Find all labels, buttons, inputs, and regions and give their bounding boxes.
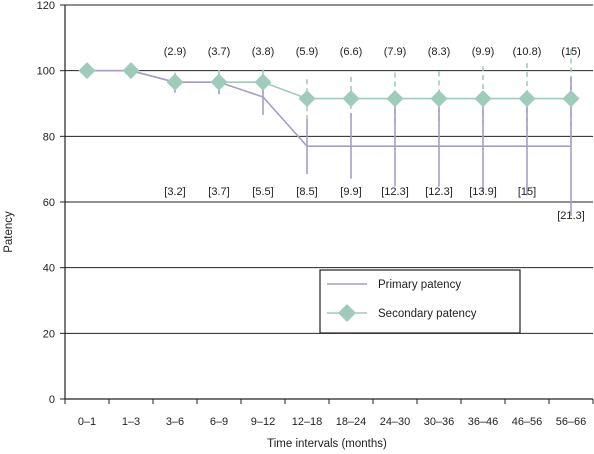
primary-ci-label: [12.3] — [425, 186, 453, 198]
secondary-marker — [386, 90, 404, 108]
x-tick-label: 0–1 — [78, 416, 96, 428]
x-tick-label: 24–30 — [380, 416, 411, 428]
primary-ci-label: [3.2] — [164, 186, 185, 198]
secondary-ci-label: (3.8) — [252, 46, 275, 58]
secondary-marker — [166, 73, 184, 91]
secondary-ci-label: (10.8) — [513, 46, 542, 58]
legend: Primary patency Secondary patency — [319, 269, 521, 334]
x-tick-label: 3–6 — [166, 416, 184, 428]
primary-ci-label: [21.3] — [557, 210, 585, 222]
x-tick-label: 30–36 — [424, 416, 455, 428]
tick-labels: 0 20 40 60 80 100 120 0–1 1–3 3–6 6–9 9–12 12–18 18–2… — [37, 0, 587, 428]
secondary-marker — [474, 90, 492, 108]
secondary-ci-label: (5.9) — [296, 46, 319, 58]
series-lines — [87, 69, 571, 147]
primary-ci-label: [9.9] — [340, 186, 361, 198]
x-tick-label: 18–24 — [336, 416, 367, 428]
x-tick-label: 36–46 — [468, 416, 499, 428]
x-tick-label: 9–12 — [251, 416, 275, 428]
secondary-patency-line — [87, 69, 571, 100]
x-tick-label: 12–18 — [292, 416, 323, 428]
error-bars — [174, 49, 572, 217]
y-tick-label: 60 — [43, 197, 55, 209]
primary-ci-label: [5.5] — [252, 186, 273, 198]
y-tick-label: 80 — [43, 131, 55, 143]
x-axis-title: Time intervals (months) — [267, 438, 387, 450]
secondary-marker — [430, 90, 448, 108]
primary-ci-label: [13.9] — [469, 186, 497, 198]
secondary-marker — [298, 90, 316, 108]
secondary-ci-label: (15) — [561, 46, 581, 58]
y-tick-label: 0 — [49, 394, 55, 406]
y-tick-label: 40 — [43, 263, 55, 275]
secondary-ci-label: (3.7) — [208, 46, 231, 58]
secondary-markers — [78, 62, 580, 108]
ci-annotations: (2.9) (3.7) (3.8) (5.9) (6.6) (7.9) (8.3) (9.9)… — [164, 46, 585, 222]
legend-box — [319, 269, 521, 334]
x-tick-label: 1–3 — [122, 416, 140, 428]
y-tick-label: 100 — [37, 66, 55, 78]
secondary-ci-label: (9.9) — [472, 46, 495, 58]
y-tick-label: 20 — [43, 328, 55, 340]
secondary-marker — [122, 62, 140, 80]
y-tick-label: 120 — [37, 0, 55, 12]
x-tick-label: 56–66 — [556, 416, 587, 428]
legend-primary-label: Primary patency — [378, 279, 461, 291]
secondary-marker — [78, 62, 96, 80]
secondary-ci-label: (8.3) — [428, 46, 451, 58]
y-axis-title: Patency — [3, 211, 15, 253]
x-tick-label: 6–9 — [210, 416, 228, 428]
primary-ci-label: [3.7] — [208, 186, 229, 198]
secondary-ci-label: (2.9) — [164, 46, 187, 58]
primary-ci-label: [12.3] — [381, 186, 409, 198]
secondary-ci-label: (7.9) — [384, 46, 407, 58]
legend-secondary-diamond-icon — [338, 304, 356, 322]
x-tick-label: 46–56 — [512, 416, 543, 428]
legend-secondary-label: Secondary patency — [378, 308, 477, 320]
axes — [60, 4, 594, 404]
secondary-marker — [254, 73, 272, 91]
primary-ci-label: [15] — [518, 186, 536, 198]
secondary-marker — [210, 73, 228, 91]
secondary-marker — [562, 90, 580, 108]
secondary-marker — [518, 90, 536, 108]
secondary-marker — [342, 90, 360, 108]
secondary-ci-label: (6.6) — [340, 46, 363, 58]
primary-ci-label: [8.5] — [296, 186, 317, 198]
primary-patency-line — [87, 69, 571, 147]
